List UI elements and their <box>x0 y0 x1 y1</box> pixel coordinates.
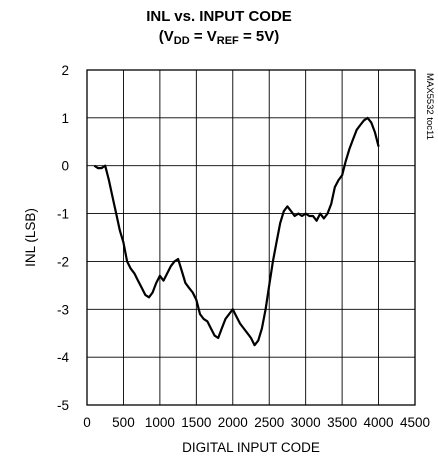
inl-series-line <box>93 116 380 347</box>
y-tick-label-0: 2 <box>61 63 69 78</box>
x-tick-label-3: 1500 <box>181 415 211 430</box>
y-tick-label-6: -4 <box>57 350 69 365</box>
x-tick-label-4: 2000 <box>218 415 248 430</box>
y-tick-label-5: -3 <box>57 302 69 317</box>
chart-subtitle: (VDD = VREF = 5V) <box>158 28 280 47</box>
x-axis-label: DIGITAL INPUT CODE <box>182 440 320 455</box>
x-tick-label-0: 0 <box>83 415 91 430</box>
chart-title: INL vs. INPUT CODE <box>146 8 292 25</box>
x-tick-label-2: 1000 <box>145 415 175 430</box>
x-tick-label-9: 4500 <box>400 415 430 430</box>
x-tick-label-8: 4000 <box>364 415 394 430</box>
y-tick-labels: 2 1 0 -1 -2 -3 -4 -5 <box>57 63 69 413</box>
x-tick-label-5: 2500 <box>254 415 284 430</box>
x-tick-label-7: 3500 <box>327 415 357 430</box>
x-tick-label-1: 500 <box>112 415 135 430</box>
x-tick-labels: 0 500 1000 1500 2000 2500 3000 3500 4000 4500 <box>83 415 430 430</box>
figure-code: MAX5532 toc11 <box>424 73 435 140</box>
x-tick-label-6: 3000 <box>291 415 321 430</box>
y-axis-label: INL (LSB) <box>23 208 38 267</box>
y-tick-label-2: 0 <box>61 159 69 174</box>
y-tick-label-1: 1 <box>61 111 69 126</box>
y-tick-label-7: -5 <box>57 398 69 413</box>
y-tick-label-3: -1 <box>57 207 69 222</box>
plot-frame <box>86 69 416 406</box>
y-tick-label-4: -2 <box>57 254 69 269</box>
